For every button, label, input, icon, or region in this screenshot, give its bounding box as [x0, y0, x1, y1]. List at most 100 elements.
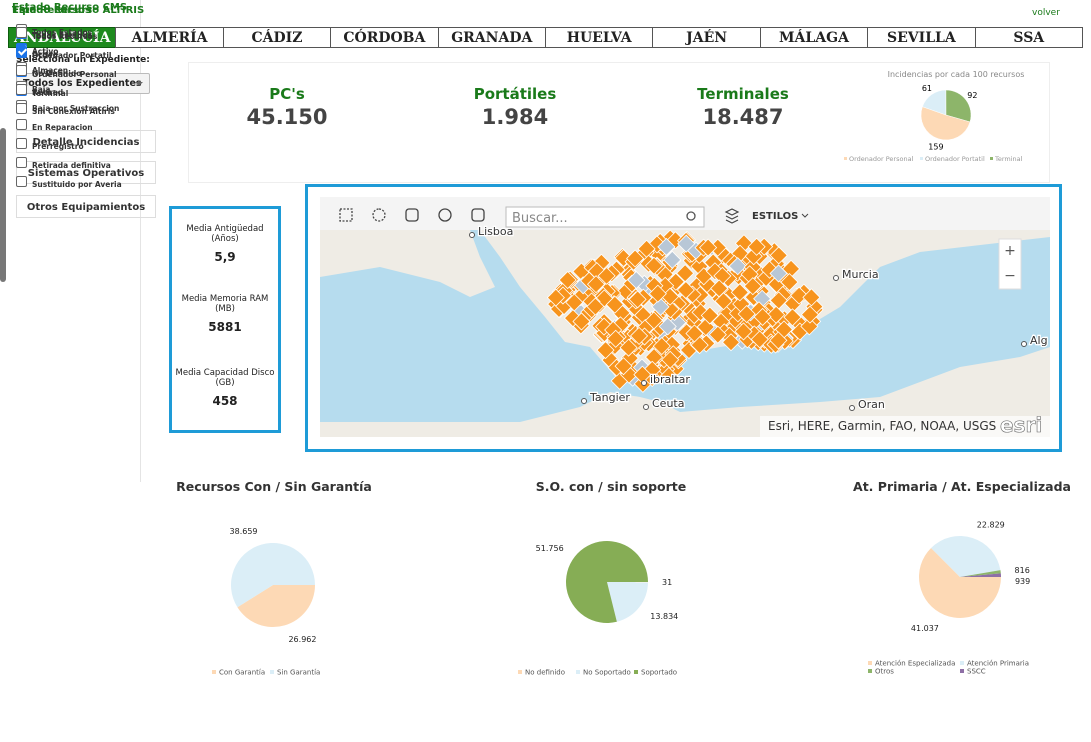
attribution: Esri, HERE, Garmin, FAO, NOAA, USGS: [768, 419, 996, 433]
side-button[interactable]: Sistemas Operativos: [16, 161, 156, 184]
map-marker: [546, 288, 565, 307]
map-marker: [769, 331, 788, 350]
map-marker: [626, 249, 645, 268]
styles-button: ESTILOS: [752, 211, 798, 222]
tab[interactable]: GRANADA: [437, 27, 546, 48]
select-label: Selecciona un Expediente:: [16, 55, 150, 65]
select-value: Todos los Expedientes: [23, 78, 142, 89]
layers-icon: [724, 208, 740, 224]
legend-swatch: [868, 661, 872, 665]
map-marker: [769, 291, 788, 310]
chart-title: At. Primaria / At. Especializada: [853, 479, 1071, 494]
tool-icon: [405, 208, 419, 222]
checkbox-label: Todos Recursos: [32, 32, 98, 41]
tab[interactable]: ANDALUCÍA: [8, 27, 117, 48]
styles-caret: [801, 213, 809, 218]
pie-value-label: 22.829: [977, 521, 1005, 530]
tab[interactable]: CÁDIZ: [222, 27, 332, 48]
kpi-label: Portátiles: [473, 85, 557, 103]
map-marker: [713, 266, 732, 285]
stat-label: Media Memoria RAM (MB): [181, 294, 269, 314]
back-link[interactable]: volver: [1032, 8, 1060, 18]
map-marker: [565, 293, 584, 312]
map-marker: [572, 312, 591, 331]
checkbox-label: Retirada definitiva: [32, 161, 111, 170]
map-marker: [802, 288, 821, 307]
legend-label: No Soportado: [583, 669, 631, 677]
map-marker: [630, 326, 649, 345]
checkbox[interactable]: [16, 138, 27, 149]
pie-value-label: 38.659: [230, 527, 258, 536]
tab[interactable]: SSA: [974, 27, 1083, 48]
checkbox-label: Prerregistro: [32, 142, 84, 151]
place-dot: [833, 275, 839, 281]
legend-label: Otros: [875, 668, 894, 676]
map-marker: [743, 277, 762, 296]
map-marker: [800, 317, 819, 336]
legend-label: Atención Especializada: [875, 660, 955, 668]
zoom-button: +: [1004, 243, 1016, 259]
map-marker: [750, 330, 769, 349]
place-dot: [643, 404, 649, 410]
map-marker: [558, 270, 577, 290]
legend-label: No definido: [525, 669, 565, 677]
filter-panel: Estado Recurso CMS Todos Estados Activo Alm…: [0, 2, 141, 330]
map-marker: [586, 297, 605, 316]
pie-slice: [931, 536, 1001, 577]
pie-slice: [607, 582, 648, 622]
legend-label: Sin Garantía: [277, 669, 320, 677]
map-marker: [676, 280, 695, 300]
tab[interactable]: MÁLAGA: [759, 27, 869, 48]
pie-slice: [960, 570, 1001, 577]
tab[interactable]: CÓRDOBA: [330, 27, 439, 48]
map-marker: [721, 333, 741, 352]
place-label: Tangier: [589, 391, 630, 404]
map-marker: [780, 273, 799, 292]
checkbox[interactable]: [16, 157, 27, 168]
checkbox[interactable]: [16, 119, 27, 130]
map-marker: [619, 338, 638, 357]
legend-swatch: [212, 670, 216, 674]
tab[interactable]: SEVILLA: [867, 27, 976, 48]
map-marker: [627, 270, 646, 290]
zoom-control: [998, 238, 1022, 290]
scrollbar: [0, 128, 6, 282]
map-logo: esri: [1000, 413, 1042, 437]
map-marker: [614, 357, 633, 376]
map-marker: [657, 237, 676, 256]
map[interactable]: Buscar... ESTILOS Lisboa Murcia Alg ibraltar T…: [320, 197, 1050, 437]
map-marker: [753, 307, 772, 326]
checkbox-label: Sustituido por Averia: [32, 180, 122, 189]
place-label: Oran: [858, 398, 885, 411]
place-dot: [849, 405, 855, 411]
place-label: Lisboa: [478, 225, 513, 238]
map-marker: [596, 341, 615, 360]
search-placeholder: Buscar...: [512, 211, 568, 226]
tool-icon: [372, 208, 386, 222]
side-button[interactable]: Otros Equipamientos: [16, 195, 156, 218]
map-marker: [730, 283, 749, 302]
place-label: Murcia: [842, 268, 879, 281]
tab[interactable]: HUELVA: [545, 27, 654, 48]
tab[interactable]: JAÉN: [652, 27, 761, 48]
map-marker: [699, 238, 718, 257]
pie-value-label: 31: [662, 578, 672, 587]
land-portugal: [320, 230, 495, 297]
kpi-label: Terminales: [697, 85, 789, 103]
search-box: [505, 206, 705, 228]
place-label: Ceuta: [652, 397, 684, 410]
legend-swatch: [576, 670, 580, 674]
map-marker: [652, 337, 671, 356]
map-marker: [644, 256, 664, 275]
tab[interactable]: ALMERÍA: [115, 27, 224, 48]
map-marker: [734, 322, 753, 341]
pie-slice: [230, 542, 315, 608]
place-label: ibraltar: [650, 373, 690, 386]
checkbox[interactable]: [16, 176, 27, 187]
map-marker: [633, 365, 652, 384]
map-marker: [628, 290, 647, 309]
stats-box: [169, 206, 281, 433]
map-marker: [644, 348, 664, 367]
filter-title: Tipo Recursos: [12, 5, 91, 16]
map-marker: [783, 308, 802, 327]
